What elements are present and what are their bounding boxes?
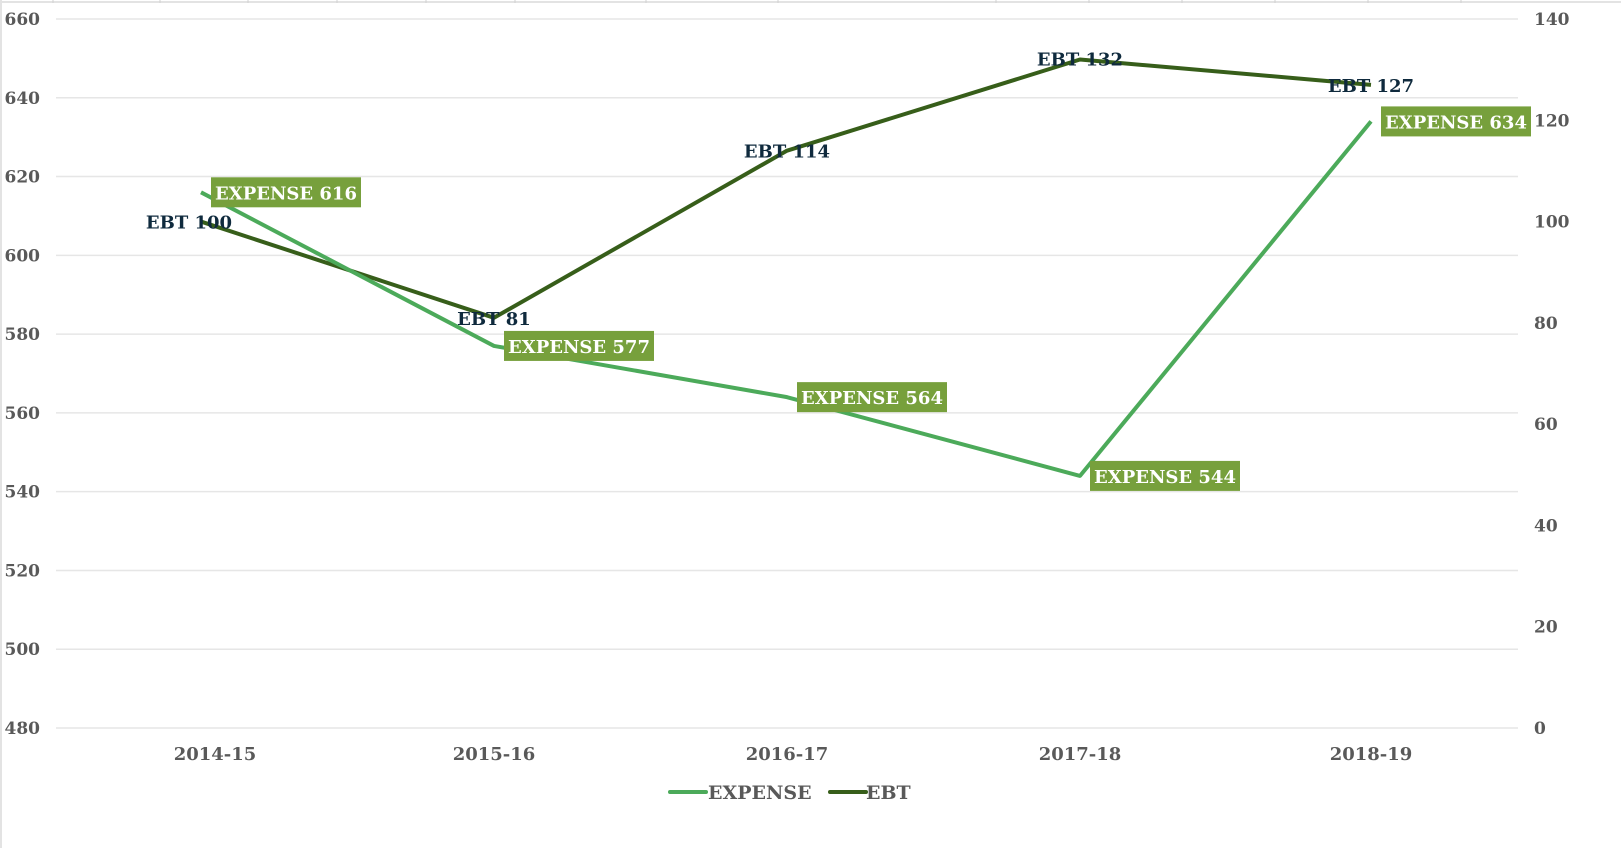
ebt-data-label: EBT 132: [1037, 50, 1123, 71]
left-tick-label: 620: [5, 168, 41, 188]
category-label: 2017-18: [1039, 744, 1122, 765]
svg-text:EXPENSE 616: EXPENSE 616: [215, 183, 357, 204]
category-label: 2014-15: [174, 744, 257, 765]
right-tick-label: 0: [1534, 719, 1546, 739]
legend-item-ebt[interactable]: EBT: [828, 782, 911, 804]
left-tick-label: 560: [5, 404, 41, 424]
left-tick-label: 660: [5, 10, 41, 30]
ebt-data-label: EBT 127: [1328, 76, 1414, 97]
expense-line: [200, 120, 1373, 478]
left-tick-label: 520: [5, 561, 41, 581]
legend: EXPENSE EBT: [668, 782, 911, 804]
expense-data-label: EXPENSE 577: [504, 330, 654, 361]
category-label: 2016-17: [746, 744, 829, 765]
left-tick-label: 540: [5, 483, 41, 503]
series-lines: [200, 57, 1373, 478]
right-tick-label: 60: [1534, 415, 1558, 435]
x-axis: 2014-15 2015-16 2016-17 2017-18 2018-19: [174, 744, 1413, 765]
svg-text:EXPENSE 544: EXPENSE 544: [1094, 467, 1236, 488]
legend-label: EBT: [866, 782, 911, 804]
ebt-line: [200, 57, 1372, 320]
left-tick-label: 600: [5, 246, 41, 266]
left-y-axis: 660 640 620 600 580 560 540 520 500 480: [5, 10, 41, 739]
legend-item-expense[interactable]: EXPENSE: [668, 782, 812, 804]
ebt-data-label: EBT 81: [457, 309, 531, 330]
svg-text:EXPENSE 564: EXPENSE 564: [801, 388, 943, 409]
left-tick-label: 500: [5, 640, 41, 660]
legend-label: EXPENSE: [708, 782, 812, 804]
category-label: 2018-19: [1330, 744, 1413, 765]
left-tick-label: 640: [5, 89, 41, 109]
gridlines: [56, 18, 1518, 729]
category-label: 2015-16: [453, 744, 536, 765]
expense-data-label: EXPENSE 564: [797, 382, 947, 413]
right-tick-label: 80: [1534, 314, 1558, 334]
expense-data-label: EXPENSE 616: [211, 177, 361, 208]
svg-text:EXPENSE 577: EXPENSE 577: [508, 337, 650, 358]
right-tick-label: 40: [1534, 516, 1558, 536]
right-y-axis: 140 120 100 80 60 40 20 0: [1534, 10, 1570, 739]
right-tick-label: 100: [1534, 213, 1570, 233]
expense-data-label: EXPENSE 544: [1090, 460, 1240, 491]
right-tick-label: 120: [1534, 111, 1570, 131]
expense-data-label: EXPENSE 634: [1381, 106, 1531, 137]
right-tick-label: 140: [1534, 10, 1570, 30]
left-tick-label: 580: [5, 325, 41, 345]
ebt-data-label: EBT 114: [744, 142, 830, 163]
data-labels: EBT 100 EBT 81 EBT 114 EBT 132 EBT 127 EXPENS…: [146, 50, 1531, 491]
right-tick-label: 20: [1534, 618, 1558, 638]
svg-text:EXPENSE 634: EXPENSE 634: [1385, 112, 1527, 133]
ebt-data-label: EBT 100: [146, 213, 232, 234]
left-tick-label: 480: [5, 719, 41, 739]
